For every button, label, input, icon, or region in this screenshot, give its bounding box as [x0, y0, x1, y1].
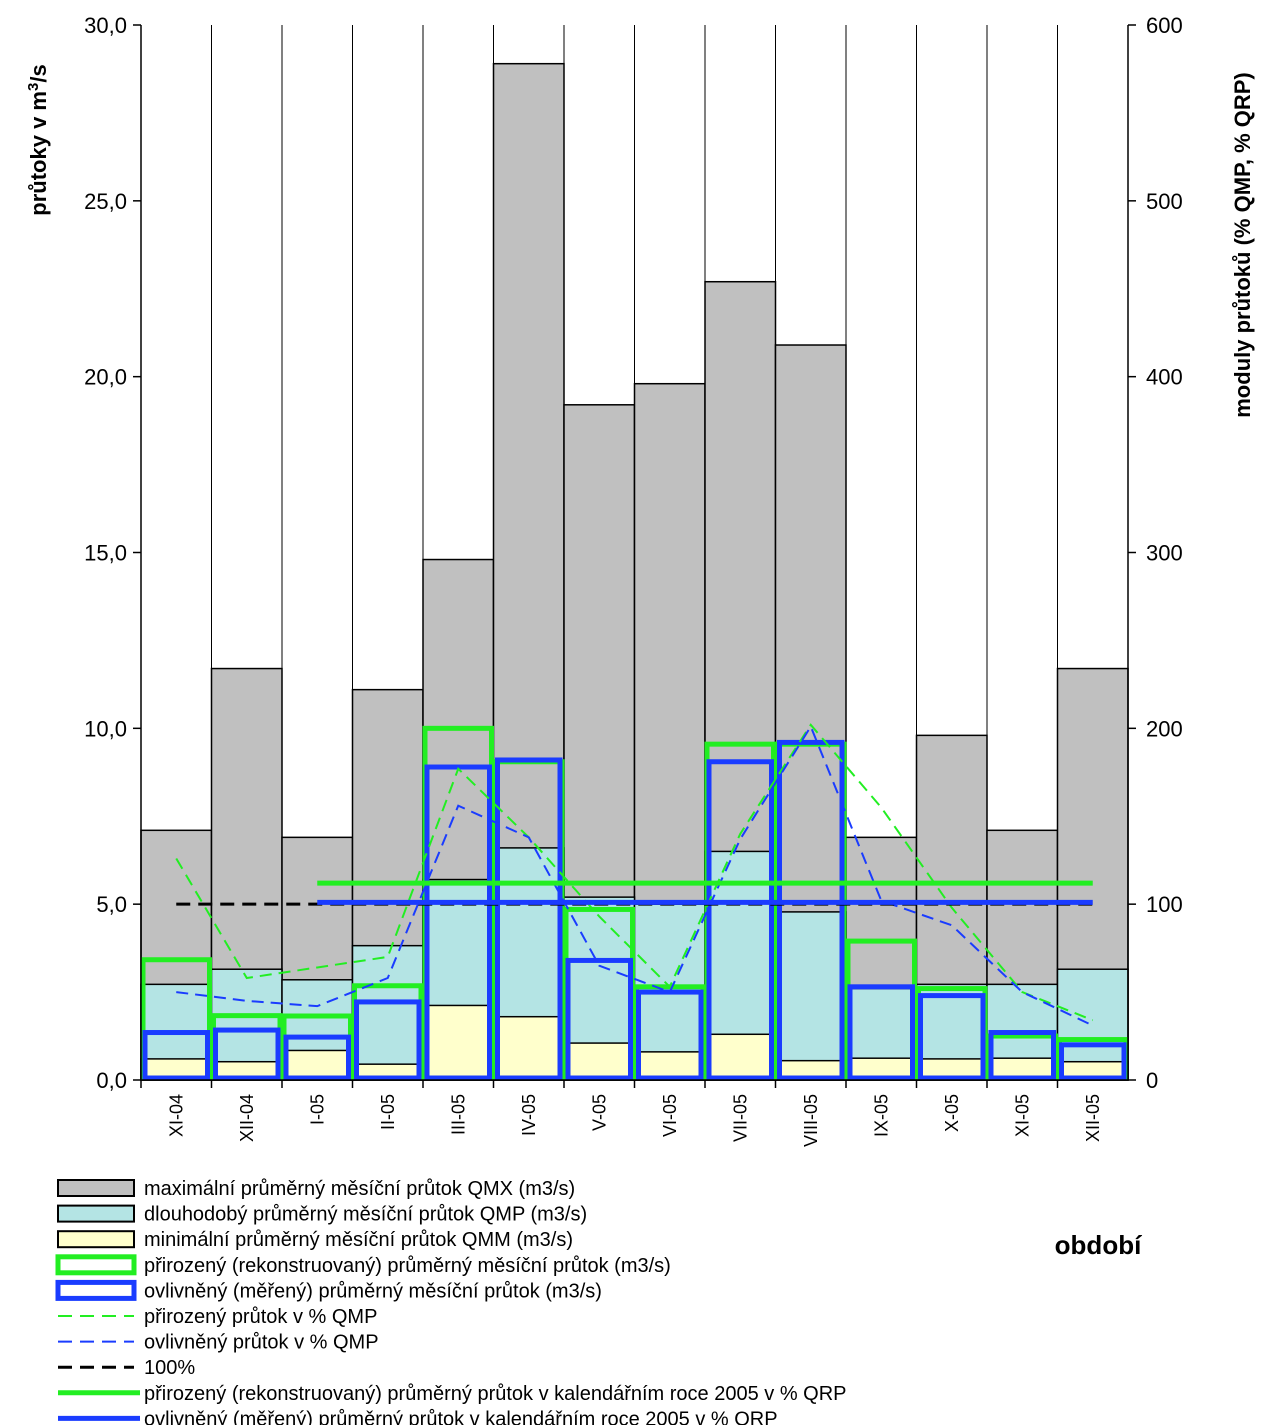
y-left-tick-label: 15,0 — [84, 541, 127, 566]
bar-2-II-05 — [351, 944, 424, 1081]
bar-3-V-05 — [563, 1042, 636, 1081]
y-left-tick-label: 5,0 — [96, 892, 127, 917]
x-tick-label-XI-04: XI-04 — [166, 1094, 186, 1137]
step-2-XII-04 — [213, 1027, 281, 1081]
y-left-tick-label: 0,0 — [96, 1068, 127, 1093]
bar-3-VII-05 — [704, 1033, 777, 1081]
y-right-tick-label: 100 — [1146, 892, 1183, 917]
legend-label-4: přirozený (rekonstruovaný) průměrný měsí… — [144, 1255, 671, 1277]
step-2-V-05 — [565, 957, 633, 1081]
x-tick-label-VIII-05: VIII-05 — [801, 1094, 821, 1147]
step-2-II-05 — [354, 999, 422, 1081]
y-left-tick-label: 25,0 — [84, 189, 127, 214]
step-2-III-05 — [424, 764, 492, 1081]
legend-label-3: minimální průměrný měsíční průtok QMM (m… — [144, 1229, 573, 1251]
x-tick-label-X-05: X-05 — [942, 1094, 962, 1132]
bar-3-IV-05 — [492, 1015, 565, 1081]
step-2-IX-05 — [847, 984, 915, 1081]
x-tick-label-V-05: V-05 — [589, 1094, 609, 1131]
step-2-VI-05 — [636, 989, 704, 1081]
legend-label-7: ovlivněný průtok v % QMP — [144, 1332, 379, 1354]
line-series-layer — [175, 723, 1094, 1027]
dashed-line-1 — [175, 723, 1094, 1022]
y-left-axis-title: průtoky v m3/s — [25, 64, 51, 215]
x-tick-label-IX-05: IX-05 — [871, 1094, 891, 1137]
y-right-axis-title: moduly průtoků (% QMP, % QRP) — [1230, 72, 1255, 418]
step-2-X-05 — [918, 993, 986, 1081]
legend-label-6: přirozený průtok v % QMP — [144, 1306, 377, 1328]
x-tick-label-IV-05: IV-05 — [519, 1094, 539, 1136]
bars-layer — [140, 62, 1129, 1081]
legend-label-9: přirozený (rekonstruovaný) průměrný průt… — [144, 1383, 847, 1405]
x-tick-label-XII-04: XII-04 — [237, 1094, 257, 1142]
dashed-line-2 — [176, 724, 1094, 1027]
x-axis-title: období — [1055, 1230, 1142, 1260]
y-left-tick-label: 30,0 — [84, 13, 127, 38]
legend-label-8: 100% — [144, 1357, 195, 1379]
y-left-tick-label: 10,0 — [84, 716, 127, 741]
bar-3-III-05 — [422, 1004, 495, 1081]
step-2-VII-05 — [706, 759, 774, 1081]
legend-swatch-4 — [55, 1254, 137, 1276]
x-tick-label-VI-05: VI-05 — [660, 1094, 680, 1137]
step-2-I-05 — [283, 1034, 351, 1081]
legend-label-10: ovlivněný (měřený) průměrný průtok v kal… — [144, 1408, 778, 1425]
step-2-XI-05 — [988, 1030, 1056, 1081]
y-right-tick-label: 300 — [1146, 541, 1183, 566]
legend-swatch-2 — [57, 1204, 135, 1223]
legend-label-2: dlouhodobý průměrný měsíční průtok QMP (… — [144, 1204, 587, 1226]
legend-swatch-3 — [57, 1230, 135, 1249]
y-right-tick-label: 0 — [1146, 1068, 1158, 1093]
step-series-layer — [140, 725, 1129, 1081]
legend-label-1: maximální průměrný měsíční průtok QMX (m… — [144, 1178, 575, 1200]
x-tick-label-XI-05: XI-05 — [1012, 1094, 1032, 1137]
step-2-VIII-05 — [777, 739, 845, 1081]
x-tick-label-II-05: II-05 — [378, 1094, 398, 1130]
x-tick-label-XII-05: XII-05 — [1083, 1094, 1103, 1142]
legend-swatch-5 — [55, 1279, 137, 1301]
y-right-tick-label: 500 — [1146, 189, 1183, 214]
y-right-tick-label: 600 — [1146, 13, 1183, 38]
step-2-XII-05 — [1059, 1042, 1127, 1081]
legend-swatch-1 — [57, 1179, 135, 1197]
bar-2-VIII-05 — [774, 911, 847, 1081]
y-right-tick-label: 400 — [1146, 365, 1183, 390]
x-tick-label-III-05: III-05 — [448, 1094, 468, 1135]
y-left-tick-label: 20,0 — [84, 365, 127, 390]
legend-label-5: ovlivněný (měřený) průměrný měsíční průt… — [144, 1280, 602, 1302]
axes-layer: 0,0 5,0 10,0 15,0 20,0 25,0 30,0 0 100 200 300 400 5… — [84, 13, 1183, 1147]
x-tick-label-VII-05: VII-05 — [730, 1094, 750, 1142]
y-right-tick-label: 200 — [1146, 716, 1183, 741]
legend: maximální průměrný měsíční průtok QMX (m… — [55, 1178, 847, 1425]
step-2-IV-05 — [495, 757, 563, 1081]
step-2-XI-04 — [142, 1030, 210, 1081]
x-tick-label-I-05: I-05 — [307, 1094, 327, 1125]
